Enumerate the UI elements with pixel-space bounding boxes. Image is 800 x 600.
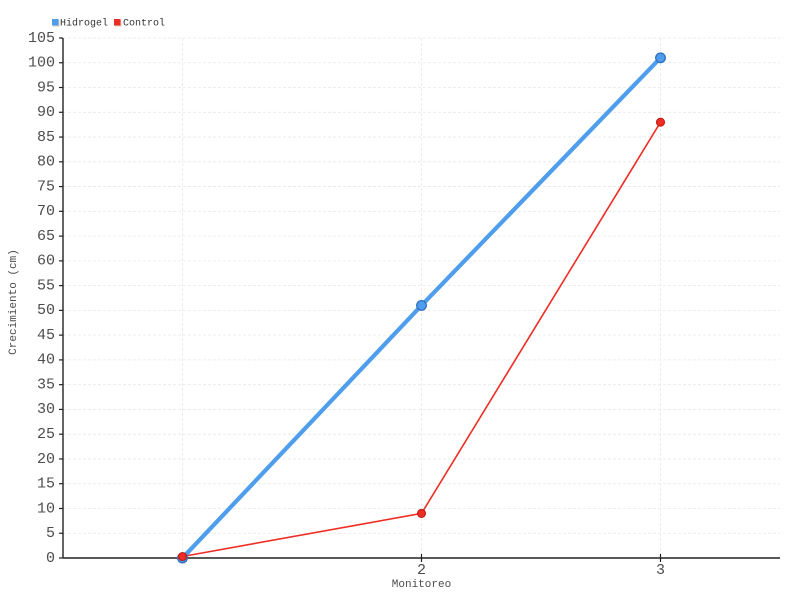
svg-text:30: 30	[37, 401, 55, 418]
svg-text:25: 25	[37, 426, 55, 443]
svg-text:Hidrogel: Hidrogel	[60, 17, 108, 29]
svg-text:60: 60	[37, 253, 55, 270]
svg-text:3: 3	[656, 562, 665, 579]
svg-text:Monitoreo: Monitoreo	[392, 579, 451, 591]
svg-text:15: 15	[37, 476, 55, 493]
svg-text:Control: Control	[123, 17, 165, 29]
svg-text:45: 45	[37, 327, 55, 344]
svg-text:35: 35	[37, 376, 55, 393]
svg-text:85: 85	[37, 129, 55, 146]
svg-text:75: 75	[37, 178, 55, 195]
svg-text:50: 50	[37, 302, 55, 319]
svg-text:20: 20	[37, 451, 55, 468]
svg-text:2: 2	[417, 562, 426, 579]
svg-text:0: 0	[46, 550, 55, 567]
svg-text:55: 55	[37, 277, 55, 294]
svg-text:10: 10	[37, 500, 55, 517]
svg-text:65: 65	[37, 228, 55, 245]
svg-text:105: 105	[28, 30, 55, 47]
svg-text:95: 95	[37, 79, 55, 96]
svg-text:100: 100	[28, 55, 55, 72]
svg-text:90: 90	[37, 104, 55, 121]
svg-text:5: 5	[46, 525, 55, 542]
svg-text:80: 80	[37, 154, 55, 171]
svg-text:40: 40	[37, 352, 55, 369]
svg-text:70: 70	[37, 203, 55, 220]
svg-text:Crecimiento (cm): Crecimiento (cm)	[8, 249, 20, 355]
